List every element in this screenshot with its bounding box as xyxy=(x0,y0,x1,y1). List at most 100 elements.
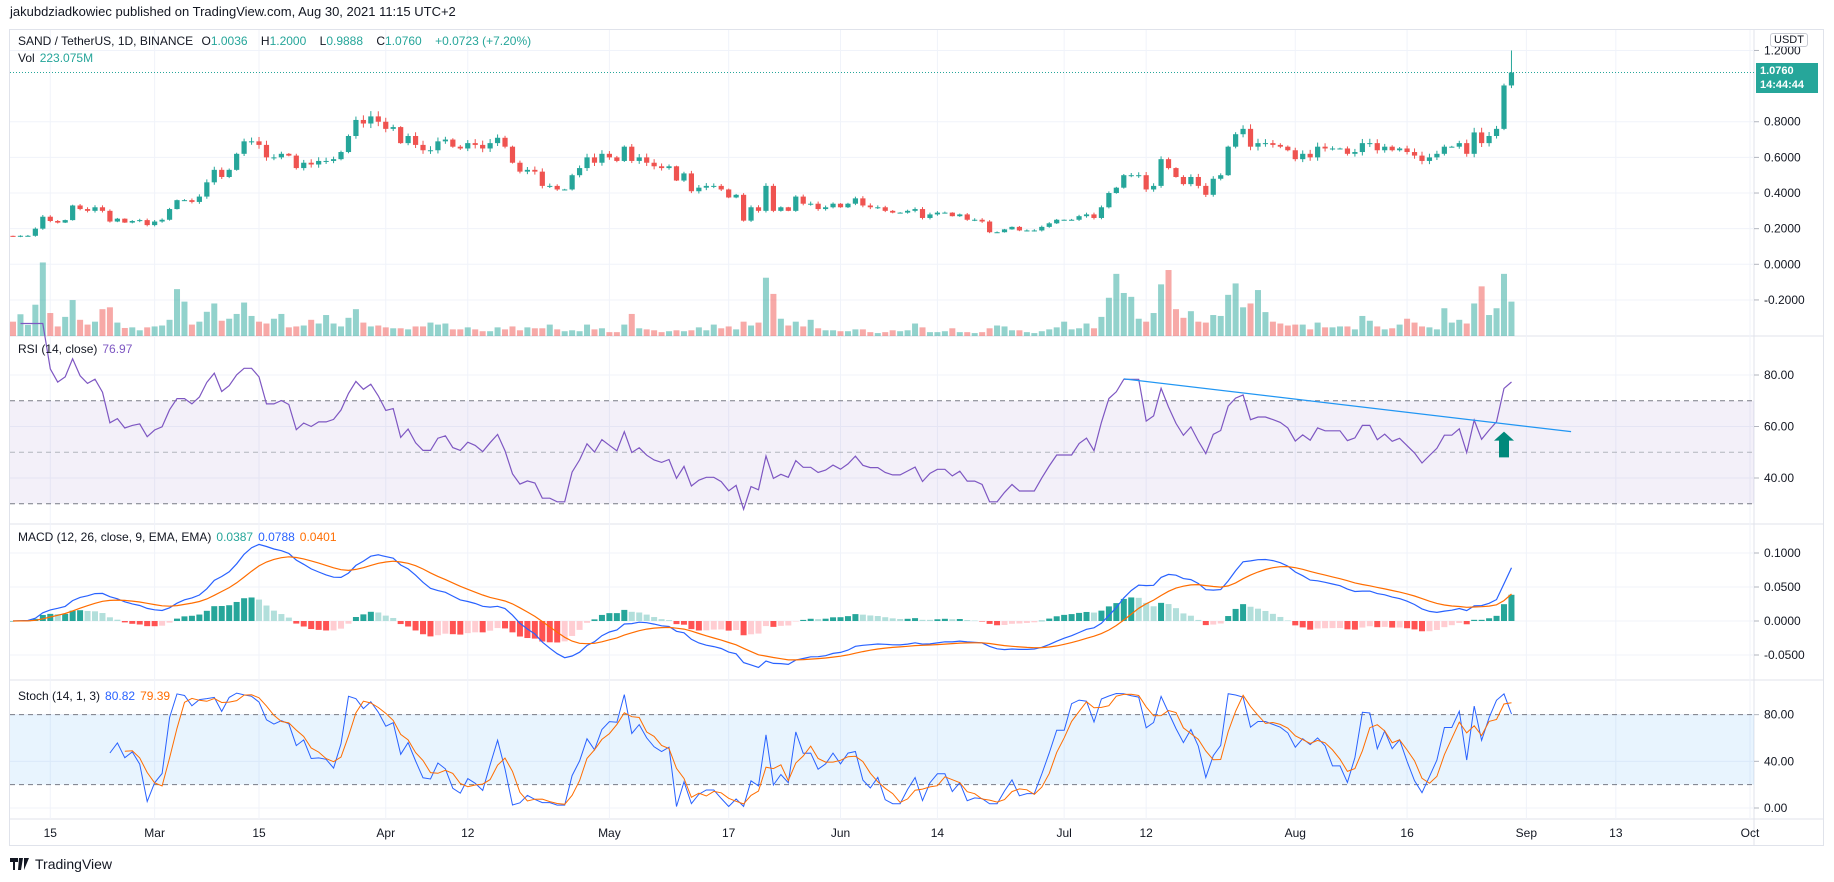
candle-body xyxy=(435,141,441,151)
volume-bar xyxy=(1478,286,1485,336)
rsi-label[interactable]: RSI (14, close) xyxy=(18,342,98,356)
volume-bar xyxy=(628,313,635,336)
volume-bar xyxy=(1143,321,1150,336)
volume-bar xyxy=(330,323,337,336)
candle-body xyxy=(1493,128,1500,136)
candle-body xyxy=(166,209,173,220)
macd-histogram-bar xyxy=(10,621,16,622)
stoch-label[interactable]: Stoch (14, 1, 3) xyxy=(18,689,101,703)
volume-bar xyxy=(867,332,874,336)
candle-body xyxy=(942,212,948,214)
volume-bar xyxy=(509,326,516,336)
volume-bar xyxy=(248,315,255,336)
stoch-k-line xyxy=(109,692,1512,808)
candle-body xyxy=(964,214,970,220)
candle-body xyxy=(189,200,195,202)
macd-histogram-bar xyxy=(278,614,285,621)
macd-histogram-bar xyxy=(651,617,658,621)
macd-histogram-bar xyxy=(1210,621,1217,625)
candle-body xyxy=(338,152,344,160)
macd-histogram-bar xyxy=(1299,621,1306,628)
volume-bar xyxy=(762,277,769,336)
candle-body xyxy=(1031,230,1037,232)
volume-bar xyxy=(1366,320,1373,336)
volume-bar xyxy=(830,330,837,336)
macd-histogram-bar xyxy=(1232,608,1239,621)
volume-bar xyxy=(114,322,121,336)
volume-bar xyxy=(1105,297,1112,336)
macd-histogram-bar xyxy=(971,620,978,622)
candle-body xyxy=(457,146,463,149)
candle-body xyxy=(1479,132,1485,144)
rsi-pane xyxy=(20,322,1512,512)
volume-bar xyxy=(598,328,605,336)
candle-body xyxy=(398,127,404,144)
macd-histogram-bar xyxy=(1247,606,1254,621)
volume-bar xyxy=(1053,327,1060,336)
candle-body xyxy=(1307,153,1313,158)
candle-body xyxy=(673,166,680,181)
candle-body xyxy=(263,144,270,158)
volume-bar xyxy=(785,325,792,336)
low-value: 0.9888 xyxy=(326,34,364,48)
macd-label[interactable]: MACD (12, 26, close, 9, EMA, EMA) xyxy=(18,530,212,544)
volume-bar xyxy=(1508,301,1515,336)
volume-bar xyxy=(979,332,986,336)
macd-histogram-bar xyxy=(256,599,263,621)
volume-bar xyxy=(1083,323,1090,336)
macd-histogram-bar xyxy=(926,619,933,621)
volume-bar xyxy=(1329,327,1336,336)
candle-body xyxy=(77,205,83,210)
macd-histogram-bar xyxy=(1217,621,1224,624)
volume-bar xyxy=(487,331,494,336)
candle-body xyxy=(778,207,784,211)
volume-bar xyxy=(613,332,620,336)
candle-body xyxy=(1195,176,1201,186)
macd-histogram-bar xyxy=(815,619,822,621)
macd-histogram-bar xyxy=(1105,606,1112,621)
macd-histogram-bar xyxy=(1314,621,1321,629)
last-price-label: 1.0760 14:44:44 xyxy=(1756,63,1818,93)
price-axis-label: 0.8000 xyxy=(1764,115,1801,129)
volume-bar xyxy=(1031,333,1038,336)
candle-body xyxy=(1165,159,1172,169)
symbol-title[interactable]: SAND / TetherUS, 1D, BINANCE xyxy=(18,34,194,48)
volume-bar xyxy=(516,330,523,336)
candle-body xyxy=(1106,193,1112,208)
volume-bar xyxy=(92,321,99,336)
candle-body xyxy=(1009,226,1015,230)
volume-bar xyxy=(1344,326,1351,336)
volume-bar xyxy=(405,329,412,336)
candle-body xyxy=(1486,135,1492,144)
volume-bar xyxy=(822,330,829,336)
macd-histogram-bar xyxy=(1098,610,1105,621)
volume-bar xyxy=(815,328,822,336)
macd-histogram-bar xyxy=(733,621,740,631)
macd-histogram-bar xyxy=(964,620,971,621)
volume-bar xyxy=(658,332,665,336)
tradingview-logo[interactable]: TradingView xyxy=(10,856,112,872)
time-axis-label: Jun xyxy=(831,826,850,840)
macd-histogram-bar xyxy=(643,614,650,621)
candle-body xyxy=(837,203,844,208)
time-axis-label: Jul xyxy=(1056,826,1071,840)
macd-histogram-bar xyxy=(472,621,479,633)
macd-histogram-bar xyxy=(785,621,792,626)
macd-histogram-bar xyxy=(360,614,367,621)
candle-body xyxy=(681,173,687,181)
macd-histogram-bar xyxy=(1187,615,1194,621)
volume-bar xyxy=(725,326,732,336)
volume-bar xyxy=(651,330,658,336)
volume-label[interactable]: Vol xyxy=(18,51,35,65)
volume-bar xyxy=(621,324,628,336)
volume-bar xyxy=(1336,326,1343,336)
macd-histogram-bar xyxy=(248,597,255,621)
high-label: H xyxy=(260,34,270,48)
currency-badge[interactable]: USDT xyxy=(1770,33,1808,47)
candle-body xyxy=(1218,175,1224,179)
macd-histogram-bar xyxy=(397,621,404,625)
macd-axis-label: 0.0000 xyxy=(1764,614,1801,628)
macd-histogram-bar xyxy=(1508,594,1515,621)
candle-body xyxy=(278,153,284,158)
